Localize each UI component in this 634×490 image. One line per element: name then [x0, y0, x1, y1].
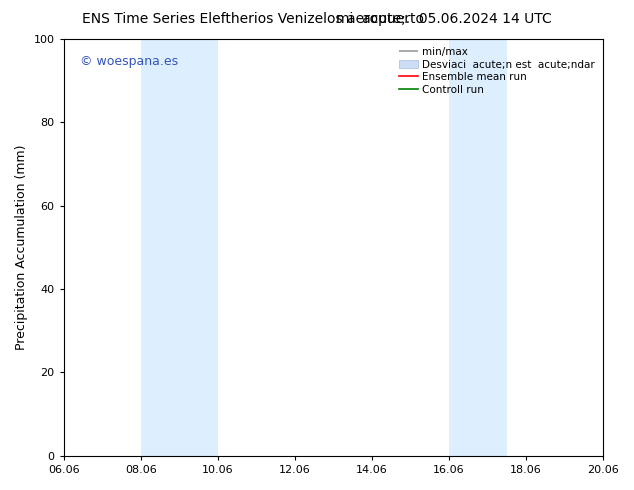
Bar [449, 39, 507, 456]
Y-axis label: Precipitation Accumulation (mm): Precipitation Accumulation (mm) [15, 145, 28, 350]
Text: ENS Time Series Eleftherios Venizelos aeropuerto: ENS Time Series Eleftherios Venizelos ae… [82, 12, 424, 26]
Text: © woespana.es: © woespana.es [80, 55, 178, 68]
Legend: min/max, Desviaci  acute;n est  acute;ndar, Ensemble mean run, Controll run: min/max, Desviaci acute;n est acute;ndar… [396, 44, 598, 98]
Bar [141, 39, 217, 456]
Text: mi  acute;.  05.06.2024 14 UTC: mi acute;. 05.06.2024 14 UTC [336, 12, 552, 26]
